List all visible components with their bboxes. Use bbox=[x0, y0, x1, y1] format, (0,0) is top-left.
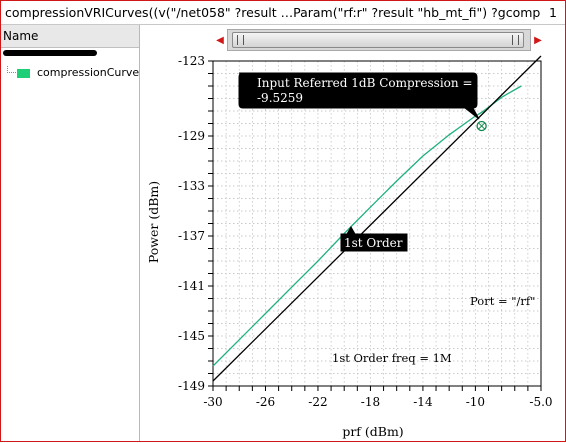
x-tick-label: -5.0 bbox=[529, 395, 552, 409]
callout-bubble bbox=[238, 72, 480, 120]
compression-point-marker bbox=[476, 120, 487, 132]
y-tick-label: -149 bbox=[178, 379, 205, 393]
first-order-label: 1st Order bbox=[344, 236, 403, 250]
grid bbox=[213, 61, 541, 386]
series-line-compression-curve bbox=[212, 85, 522, 367]
column-header-name[interactable]: Name bbox=[1, 25, 139, 48]
marker-cross-b bbox=[478, 122, 486, 130]
subwindow-number[interactable]: 1 bbox=[549, 5, 557, 20]
y-tick-label: -133 bbox=[178, 179, 205, 193]
y-axis-label: Power (dBm) bbox=[146, 181, 161, 263]
first-order-bubble bbox=[340, 225, 408, 252]
trace-color-swatch bbox=[17, 69, 30, 78]
x-tick-label: -26 bbox=[256, 395, 275, 409]
first-order-callout[interactable]: 1st Order bbox=[340, 225, 408, 252]
x-zoom-scrollbar[interactable]: ◀ ▶ bbox=[213, 27, 543, 55]
scroll-left-arrow-icon[interactable]: ◀ bbox=[216, 35, 224, 46]
tree-connector bbox=[7, 65, 16, 73]
thumb-grip-right-icon[interactable] bbox=[512, 35, 519, 45]
y-tick-label: -129 bbox=[178, 129, 205, 143]
thumb-grip-left-icon[interactable] bbox=[237, 35, 244, 45]
axis-ticks: -30 -26 -22 -18 -14 -10 -5.0 -123 -129 -133 -137 -1… bbox=[178, 54, 553, 409]
y-tick-label: -137 bbox=[178, 229, 205, 243]
trace-list-item[interactable]: compressionCurve bbox=[5, 65, 139, 81]
trace-label: compressionCurve bbox=[37, 66, 139, 79]
scroll-track[interactable] bbox=[227, 29, 531, 51]
window-title: compressionVRICurves((v("/net058" ?resul… bbox=[5, 5, 541, 20]
x-tick-label: -10 bbox=[466, 395, 485, 409]
callout-line1: Input Referred 1dB Compression = bbox=[257, 76, 473, 90]
y-tick-label: -145 bbox=[178, 329, 205, 343]
y-tick-label: -141 bbox=[178, 279, 205, 293]
x-axis-label: prf (dBm) bbox=[342, 424, 403, 439]
first-order-freq-label: 1st Order freq = 1M bbox=[332, 351, 452, 365]
scroll-thumb[interactable] bbox=[232, 32, 524, 48]
x-tick-label: -14 bbox=[413, 395, 433, 409]
x-tick-label: -18 bbox=[361, 395, 380, 409]
callout-line2: -9.5259 bbox=[257, 91, 303, 105]
window-title-bar: compressionVRICurves((v("/net058" ?resul… bbox=[1, 1, 565, 25]
port-label: Port = "/rf" bbox=[470, 294, 535, 308]
trace-browser: Name compressionCurve bbox=[1, 25, 140, 441]
compression-callout[interactable]: Input Referred 1dB Compression = -9.5259 bbox=[238, 72, 480, 120]
series-line-first-order bbox=[212, 55, 542, 382]
redacted-scribble bbox=[3, 50, 97, 56]
x-tick-label: -30 bbox=[203, 395, 222, 409]
scroll-right-arrow-icon[interactable]: ▶ bbox=[534, 35, 542, 46]
x-tick-label: -22 bbox=[308, 395, 327, 409]
series-group bbox=[212, 55, 542, 382]
y-tick-label: -123 bbox=[178, 54, 205, 68]
